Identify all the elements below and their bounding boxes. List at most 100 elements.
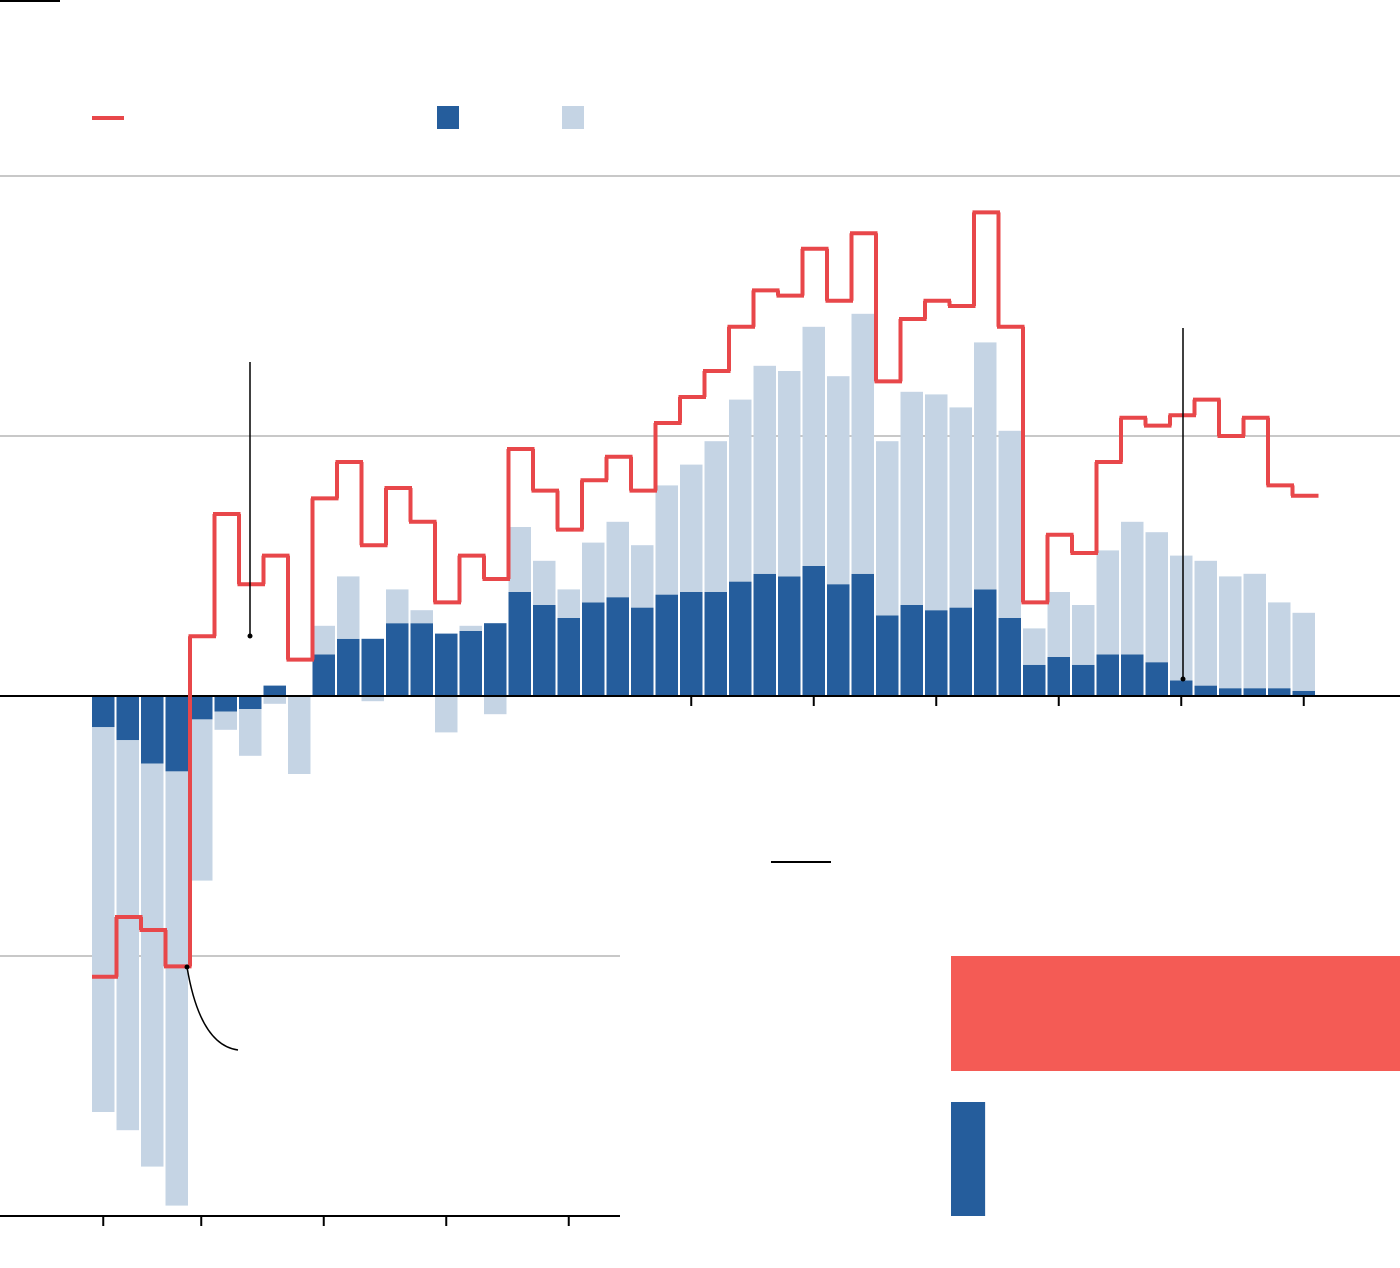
bar — [951, 956, 1400, 1071]
bar — [312, 625, 335, 655]
bar — [998, 618, 1021, 696]
bar — [606, 597, 629, 696]
bar — [141, 763, 164, 1167]
bar — [239, 709, 262, 756]
legend — [92, 106, 584, 129]
bar — [900, 605, 923, 696]
bar — [1170, 680, 1193, 696]
bar — [190, 696, 213, 720]
bar — [631, 607, 654, 696]
bar — [851, 573, 874, 696]
bar — [361, 696, 384, 702]
bar — [263, 685, 286, 696]
bar — [704, 441, 727, 592]
annotation-dot — [184, 964, 190, 970]
bar — [851, 313, 874, 574]
bar — [925, 394, 948, 611]
annotation-dot — [247, 633, 253, 639]
bar — [557, 618, 580, 696]
bar — [190, 719, 213, 881]
bar — [239, 696, 262, 709]
bar — [116, 740, 139, 1131]
bar — [312, 654, 335, 696]
bar — [410, 610, 433, 624]
bar — [1047, 592, 1070, 657]
bar — [949, 407, 972, 608]
bar — [655, 594, 678, 696]
bar — [508, 592, 531, 696]
bar — [141, 696, 164, 764]
bar — [729, 581, 752, 696]
legend-swatch — [562, 106, 584, 129]
bar — [337, 576, 360, 639]
bar — [802, 326, 825, 566]
header-rule — [0, 0, 60, 2]
bar — [533, 560, 556, 605]
bar — [974, 589, 997, 696]
bar — [214, 711, 237, 730]
bar — [582, 602, 605, 696]
bar — [1072, 605, 1095, 665]
bar — [655, 485, 678, 595]
bar — [680, 464, 703, 592]
bar — [1292, 690, 1315, 696]
bar — [778, 576, 801, 696]
bar — [1194, 560, 1217, 686]
bar — [1072, 664, 1095, 696]
bar — [386, 623, 409, 696]
bar — [1121, 654, 1144, 696]
bar — [974, 342, 997, 590]
bar — [1292, 612, 1315, 691]
bar — [876, 441, 899, 616]
bar — [1145, 532, 1168, 663]
bars — [92, 313, 1315, 1206]
bar — [1194, 685, 1217, 696]
bar — [1023, 628, 1046, 665]
annotation-dot — [1180, 676, 1186, 682]
bar — [459, 631, 482, 696]
bar — [214, 696, 237, 712]
bar — [557, 589, 580, 618]
bar — [1219, 576, 1242, 689]
bar — [386, 589, 409, 624]
bar — [582, 542, 605, 603]
bar — [1243, 573, 1266, 689]
bar — [753, 365, 776, 574]
bar — [1096, 550, 1119, 655]
bar — [753, 573, 776, 696]
bar — [1096, 654, 1119, 696]
bar — [410, 623, 433, 696]
bar — [92, 727, 115, 1112]
bar — [361, 638, 384, 696]
bar — [704, 592, 727, 696]
bar — [876, 615, 899, 696]
bar — [606, 521, 629, 598]
bar — [1023, 664, 1046, 696]
bar — [92, 696, 115, 728]
bar — [435, 696, 458, 733]
bar — [288, 696, 311, 774]
bar — [900, 391, 923, 605]
bar — [802, 566, 825, 696]
bar — [1121, 521, 1144, 655]
annotation-curve — [186, 966, 239, 1051]
bar — [1047, 657, 1070, 696]
bar — [729, 399, 752, 582]
bar — [951, 1102, 986, 1216]
bar — [925, 610, 948, 696]
bar — [337, 638, 360, 696]
bar — [631, 545, 654, 608]
bar — [778, 371, 801, 577]
bar — [533, 605, 556, 696]
bar — [1219, 688, 1242, 696]
bar — [827, 584, 850, 696]
bar — [459, 625, 482, 631]
step-line — [92, 210, 1319, 979]
bar — [484, 623, 507, 696]
bar — [949, 607, 972, 696]
bar — [998, 430, 1021, 618]
bar — [165, 696, 188, 772]
bar — [435, 633, 458, 696]
bar — [116, 696, 139, 741]
